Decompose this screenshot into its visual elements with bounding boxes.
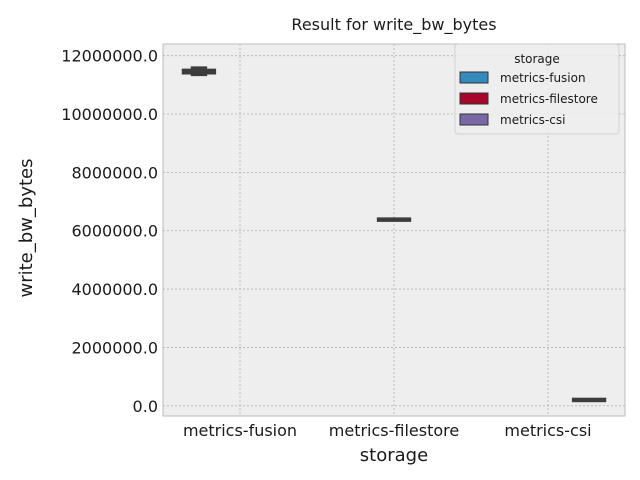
box-marks bbox=[181, 66, 607, 403]
legend-entries: metrics-fusion metrics-filestore metrics-c… bbox=[459, 71, 598, 127]
legend-label: metrics-fusion bbox=[500, 71, 586, 85]
x-axis-ticks: metrics-fusion metrics-filestore metrics-c… bbox=[183, 421, 592, 440]
plot-frame bbox=[162, 43, 626, 417]
x-tick-label: metrics-fusion bbox=[183, 421, 297, 440]
y-tick-label: 0.0 bbox=[133, 397, 158, 416]
x-tick-label: metrics-csi bbox=[504, 421, 591, 440]
x-tick-label: metrics-filestore bbox=[329, 421, 459, 440]
y-tick-label: 8000000.0 bbox=[71, 163, 158, 182]
y-tick-label: 12000000.0 bbox=[61, 47, 158, 66]
legend: storage metrics-fusionmetrics-filestorem… bbox=[454, 43, 620, 135]
y-tick-label: 4000000.0 bbox=[71, 280, 158, 299]
chart-title: Result for write_bw_bytes bbox=[291, 15, 496, 35]
y-tick-label: 6000000.0 bbox=[71, 222, 158, 241]
legend-swatch bbox=[459, 113, 489, 126]
legend-label: metrics-filestore bbox=[500, 92, 598, 106]
legend-title: storage bbox=[514, 52, 560, 66]
y-tick-label: 10000000.0 bbox=[61, 105, 158, 124]
legend-label: metrics-csi bbox=[500, 113, 565, 127]
x-axis-title: storage bbox=[360, 445, 428, 466]
y-axis-ticks: 0.0 2000000.0 4000000.0 6000000.0 8000000.0 1… bbox=[61, 47, 158, 416]
y-tick-label: 2000000.0 bbox=[71, 338, 158, 357]
y-axis-title: write_bw_bytes bbox=[16, 159, 37, 298]
legend-box bbox=[454, 43, 620, 135]
legend-swatch bbox=[459, 92, 489, 105]
legend-swatch bbox=[459, 71, 489, 84]
